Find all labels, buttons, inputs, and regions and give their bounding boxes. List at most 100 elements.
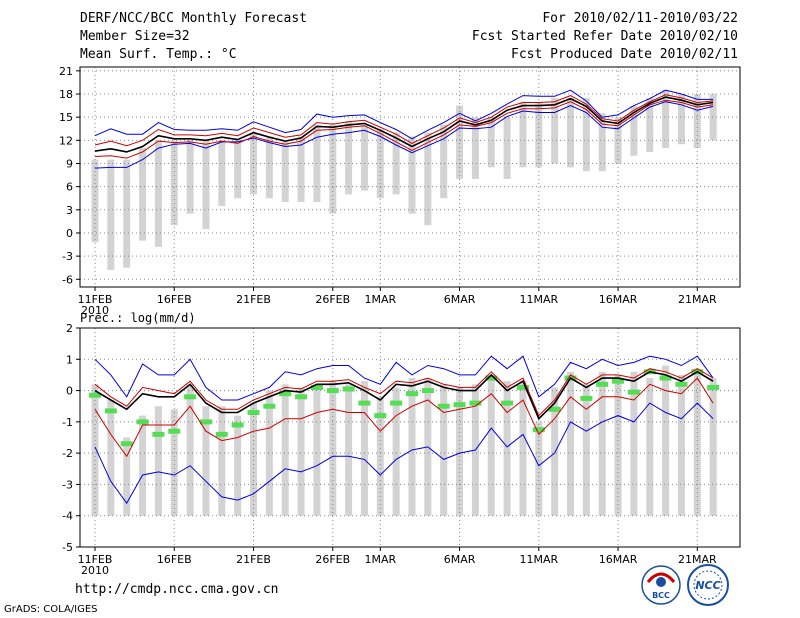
observed-marker	[501, 400, 514, 406]
series-ensemble-mean	[94, 370, 714, 421]
range-bar	[614, 117, 622, 164]
range-bar	[281, 140, 289, 203]
range-bar	[582, 97, 590, 172]
range-bar	[329, 124, 337, 214]
y-tick-label: -3	[62, 250, 73, 263]
range-bar	[392, 387, 400, 516]
observed-marker	[453, 402, 466, 408]
y-tick-label: -5	[62, 541, 73, 554]
series-ensemble-mean	[94, 96, 714, 153]
x-tick-label: 16FEB	[157, 553, 192, 566]
y-tick-label: 6	[66, 181, 73, 194]
range-bar	[646, 378, 654, 516]
range-bar	[170, 409, 178, 516]
observed-marker	[152, 431, 165, 437]
forecast-produced-date: Fcst Produced Date 2010/02/11	[511, 47, 738, 62]
series-mean-spread	[94, 368, 714, 417]
x-year-label: 2010	[81, 564, 109, 577]
range-bar	[345, 121, 353, 195]
observed-marker	[215, 431, 228, 437]
x-tick-label: 6MAR	[444, 553, 476, 566]
range-bar	[281, 384, 289, 516]
ncc-logo: NCC	[687, 564, 729, 606]
range-bar	[91, 159, 99, 243]
range-bar	[297, 136, 305, 203]
range-bar	[154, 406, 162, 516]
y-tick-label: 15	[59, 111, 73, 124]
range-bar	[693, 368, 701, 516]
range-bar	[709, 94, 717, 141]
y-tick-label: 3	[66, 204, 73, 217]
range-bar	[91, 384, 99, 516]
observed-marker	[247, 409, 260, 415]
chart-title: DERF/NCC/BCC Monthly Forecast	[80, 11, 307, 26]
y-tick-label: -6	[62, 273, 73, 286]
member-size: Member Size=32	[80, 29, 190, 44]
y-tick-label: 0	[66, 227, 73, 240]
range-bar	[630, 371, 638, 516]
series-ensemble-min	[94, 101, 714, 169]
observed-marker	[659, 375, 672, 381]
observed-marker	[437, 403, 450, 409]
range-bar	[503, 381, 511, 516]
x-tick-label: 11FEB	[78, 293, 113, 306]
x-tick-label: 11FEB	[78, 553, 113, 566]
range-bar	[123, 437, 131, 516]
range-bar	[265, 136, 273, 199]
range-bar	[551, 97, 559, 164]
observed-marker	[279, 391, 292, 397]
range-bar	[202, 406, 210, 516]
bcc-logo: BCC	[641, 565, 681, 605]
range-bar	[598, 113, 606, 172]
range-bar	[218, 140, 226, 206]
observed-marker	[199, 419, 212, 425]
x-tick-label: 16MAR	[599, 293, 638, 306]
range-bar	[471, 117, 479, 179]
series-mean-spread	[94, 94, 714, 147]
range-bar	[250, 403, 257, 516]
range-bar	[519, 101, 527, 168]
x-tick-label: 11MAR	[519, 293, 558, 306]
observed-marker	[421, 388, 434, 394]
range-bar	[662, 365, 670, 516]
observed-marker	[120, 441, 133, 447]
observed-marker	[707, 384, 720, 390]
forecast-period: For 2010/02/11-2010/03/22	[542, 11, 738, 26]
observed-marker	[184, 394, 197, 400]
range-bar	[186, 140, 194, 214]
range-bar	[139, 415, 147, 516]
observed-marker	[358, 400, 371, 406]
range-bar	[646, 97, 654, 152]
range-bar	[582, 384, 590, 516]
range-bar	[567, 371, 574, 516]
observed-marker	[136, 419, 149, 425]
range-bar	[408, 136, 416, 214]
x-tick-label: 26FEB	[315, 293, 350, 306]
observed-marker	[548, 406, 561, 412]
observed-marker	[596, 381, 609, 387]
range-bar	[345, 384, 353, 516]
range-bar	[693, 94, 701, 149]
observed-marker	[374, 413, 387, 419]
observed-marker	[612, 378, 625, 384]
temperature-panel: -6 -3 0 3 6 9 12 15 18 21 11FEB 16FEB 21FEB 26FEB 1MAR…	[59, 65, 741, 317]
x-tick-label: 21MAR	[678, 293, 717, 306]
range-bar	[662, 90, 670, 149]
x-tick-label: 26FEB	[315, 553, 350, 566]
range-bar	[535, 101, 543, 168]
series-mean-spread	[94, 99, 714, 159]
range-bar	[170, 140, 178, 226]
x-tick-label: 6MAR	[444, 293, 476, 306]
bcc-logo-text: BCC	[652, 591, 670, 600]
range-bar	[234, 415, 242, 516]
series-ensemble-min	[94, 402, 714, 505]
x-tick-label: 16FEB	[157, 293, 192, 306]
y-tick-label: 12	[59, 134, 73, 147]
ncc-logo-text: NCC	[695, 579, 720, 592]
observed-marker	[580, 395, 593, 401]
range-bar	[154, 140, 162, 247]
x-tick-label: 1MAR	[364, 293, 396, 306]
observed-marker	[326, 388, 339, 394]
range-bar	[234, 140, 242, 199]
